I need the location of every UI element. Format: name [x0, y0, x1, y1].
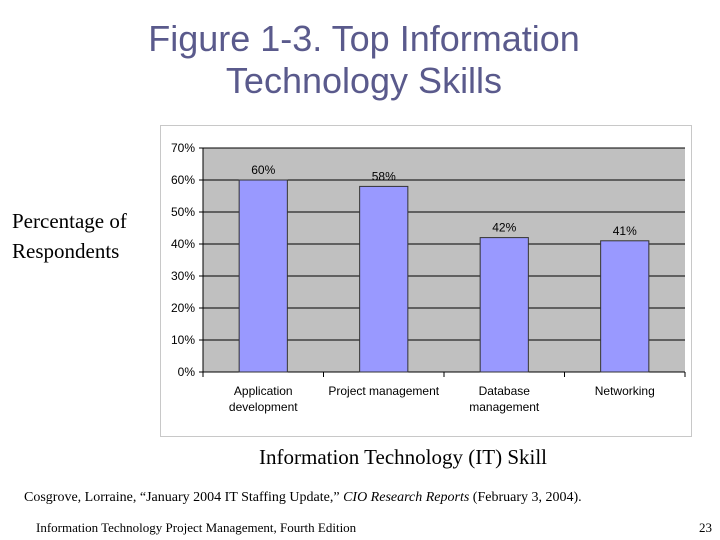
y-axis-label-line-2: Respondents	[12, 239, 120, 263]
y-tick-label: 50%	[171, 205, 195, 219]
chart-frame: 0% 10% 20% 30% 40% 50% 60% 70% 60% Application dev…	[160, 125, 692, 437]
bar	[359, 185, 409, 373]
x-tick-label: Project management	[328, 384, 439, 398]
footer-text: Information Technology Project Managemen…	[36, 520, 357, 535]
data-label: 60%	[251, 163, 275, 177]
citation-suffix: (February 3, 2004).	[472, 490, 582, 505]
slide-title: Figure 1-3. Top Information Technology S…	[0, 18, 720, 102]
title-line-1: Figure 1-3. Top Information	[148, 18, 580, 59]
x-tick-label: Application	[234, 384, 293, 398]
y-tick-label: 40%	[171, 237, 195, 251]
x-tick-label: Database	[479, 384, 531, 398]
title-line-2: Technology Skills	[225, 60, 503, 101]
y-tick-label: 10%	[171, 333, 195, 347]
y-axis-label-line-1: Percentage of	[12, 209, 127, 233]
bar	[479, 237, 529, 373]
y-tick-label: 60%	[171, 173, 195, 187]
x-tick-label: Networking	[595, 384, 655, 398]
x-tick-label: development	[229, 400, 298, 414]
page-number: 23	[699, 520, 712, 535]
citation-prefix: Cosgrove, Lorraine, “January 2004 IT Sta…	[24, 490, 340, 505]
x-tick-label: management	[469, 400, 540, 414]
bar	[238, 179, 288, 373]
y-tick-label: 20%	[171, 301, 195, 315]
x-axis-label: Information Technology (IT) Skill	[259, 445, 548, 469]
bar-chart: 0% 10% 20% 30% 40% 50% 60% 70% 60% Application dev…	[171, 141, 686, 414]
y-tick-label: 30%	[171, 269, 195, 283]
citation-source: CIO Research Reports	[343, 490, 470, 505]
data-label: 58%	[372, 169, 396, 183]
y-tick-label: 0%	[178, 365, 196, 379]
y-axis-label: Percentage of Respondents	[12, 206, 127, 266]
y-tick-label: 70%	[171, 141, 195, 155]
data-label: 41%	[613, 224, 637, 238]
citation: Cosgrove, Lorraine, “January 2004 IT Sta…	[24, 490, 582, 506]
bar	[600, 240, 650, 373]
data-label: 42%	[492, 221, 516, 235]
